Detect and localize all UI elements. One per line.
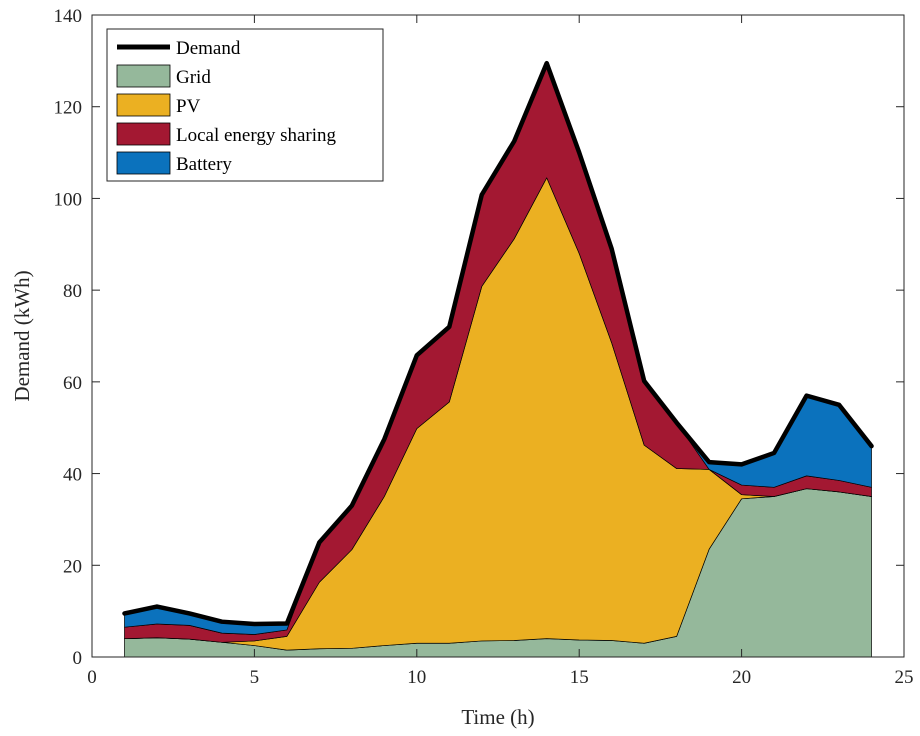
x-tick-label: 5 (250, 667, 260, 688)
y-tick-label: 0 (73, 648, 83, 669)
y-tick-label: 100 (54, 189, 83, 210)
x-axis-label: Time (h) (461, 705, 534, 729)
legend-label-grid: Grid (176, 67, 211, 88)
y-tick-label: 40 (63, 465, 82, 486)
x-tick-label: 25 (895, 667, 914, 688)
x-tick-label: 0 (87, 667, 97, 688)
y-tick-label: 20 (63, 556, 82, 577)
demand-line (122, 60, 874, 627)
legend-label-local-energy-sharing: Local energy sharing (176, 125, 337, 146)
demand-line-layer (122, 60, 874, 627)
y-tick-label: 140 (54, 6, 83, 27)
plot-frame (91, 14, 905, 658)
legend-swatch-local-energy-sharing (116, 122, 171, 146)
y-tick-label: 60 (63, 373, 82, 394)
y-axis-label: Demand (kWh) (10, 270, 34, 401)
y-tick-label: 120 (54, 98, 83, 119)
y-tick-label: 80 (63, 281, 82, 302)
x-tick-label: 10 (407, 667, 426, 688)
legend-label-demand: Demand (176, 38, 241, 59)
legend-swatch-pv (116, 93, 171, 117)
legend-swatch-battery (116, 151, 171, 175)
x-tick-label: 20 (732, 667, 751, 688)
legend: Demand Grid PV Local energy sharing Battery (106, 28, 384, 182)
legend-swatch-grid (116, 64, 171, 88)
axes: 0 5 10 15 20 25 0 20 40 60 80 100 120 140 Time (h) Dema… (10, 6, 914, 729)
x-tick-label: 15 (570, 667, 589, 688)
legend-label-pv: PV (176, 96, 201, 117)
legend-label-battery: Battery (176, 154, 232, 175)
